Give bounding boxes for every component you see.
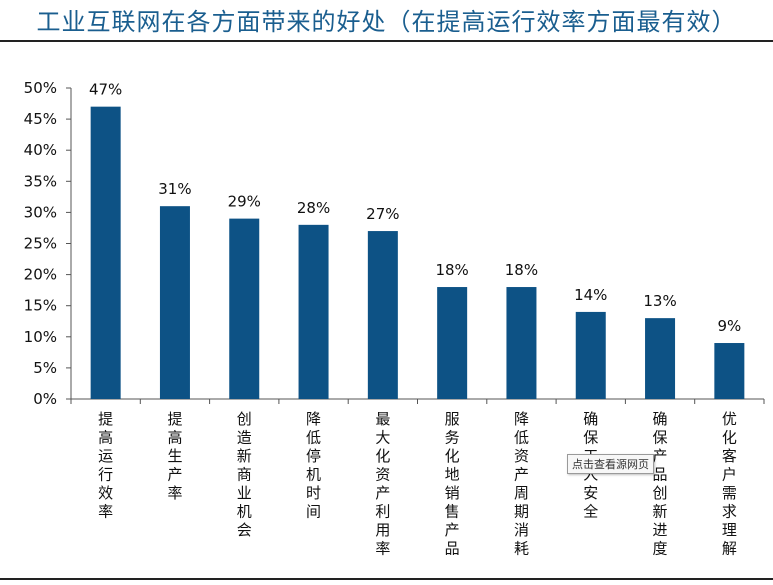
category-label: 降低资产周期消耗 bbox=[514, 410, 529, 558]
category-label: 降低停机时间 bbox=[306, 410, 321, 521]
category-label: 优化客户需求理解 bbox=[722, 410, 737, 558]
data-label: 13% bbox=[643, 292, 676, 310]
y-tick-label: 40% bbox=[24, 141, 57, 159]
y-tick-label: 25% bbox=[24, 235, 57, 253]
y-tick-label: 10% bbox=[24, 328, 57, 346]
category-label: 提高生产率 bbox=[167, 410, 182, 502]
data-label: 47% bbox=[89, 81, 122, 99]
bar bbox=[298, 224, 329, 399]
y-tick-label: 20% bbox=[24, 266, 57, 284]
bottom-divider bbox=[0, 578, 773, 580]
bar bbox=[90, 106, 121, 399]
data-label: 29% bbox=[228, 193, 261, 211]
y-tick-label: 0% bbox=[33, 390, 57, 408]
bar bbox=[645, 318, 676, 399]
bar bbox=[714, 343, 745, 399]
y-tick-label: 50% bbox=[24, 79, 57, 97]
bar bbox=[159, 206, 190, 399]
category-label: 确保产品创新进度 bbox=[653, 410, 668, 558]
chart-title: 工业互联网在各方面带来的好处（在提高运行效率方面最有效） bbox=[36, 8, 737, 36]
category-label: 提高运行效率 bbox=[98, 410, 113, 521]
data-label: 28% bbox=[297, 199, 330, 217]
y-tick-label: 35% bbox=[24, 172, 57, 190]
data-label: 18% bbox=[505, 261, 538, 279]
y-tick-label: 30% bbox=[24, 203, 57, 221]
bar bbox=[575, 311, 606, 399]
data-label: 14% bbox=[574, 286, 607, 304]
data-label: 18% bbox=[435, 261, 468, 279]
bar bbox=[367, 231, 398, 399]
view-source-tooltip[interactable]: 点击查看源网页 bbox=[567, 454, 654, 474]
y-tick-label: 45% bbox=[24, 110, 57, 128]
top-divider bbox=[0, 40, 773, 42]
bar bbox=[506, 287, 537, 399]
data-label: 31% bbox=[158, 180, 191, 198]
category-label: 服务化地销售产品 bbox=[445, 410, 460, 558]
category-label: 最大化资产利用率 bbox=[375, 410, 390, 558]
bar bbox=[437, 287, 468, 399]
y-tick-label: 5% bbox=[33, 359, 57, 377]
y-tick-label: 15% bbox=[24, 297, 57, 315]
bar bbox=[229, 218, 260, 399]
category-label: 创造新商业机会 bbox=[237, 410, 252, 539]
data-label: 27% bbox=[366, 205, 399, 223]
data-label: 9% bbox=[717, 317, 741, 335]
